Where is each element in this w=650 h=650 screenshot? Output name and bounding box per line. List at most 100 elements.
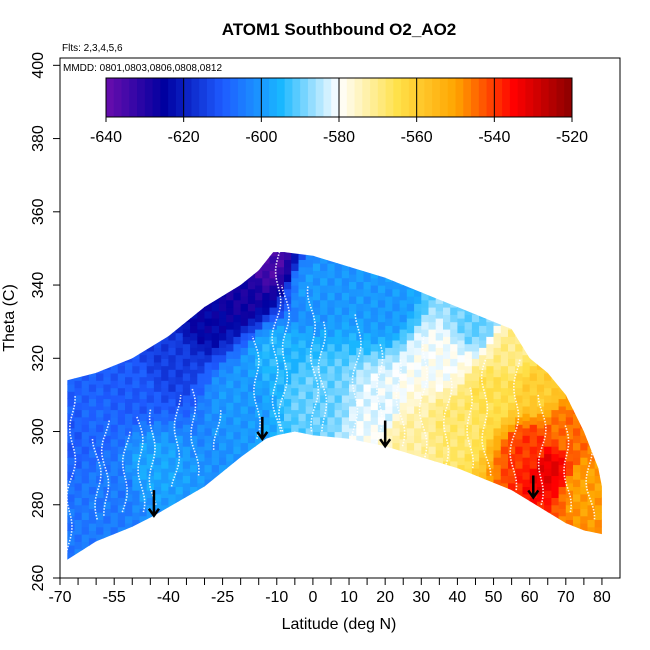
heatmap-cell bbox=[594, 475, 602, 484]
heatmap-cell bbox=[233, 307, 242, 315]
heatmap-cell bbox=[565, 497, 574, 506]
heatmap-cell bbox=[291, 252, 299, 257]
heatmap-cell bbox=[74, 541, 83, 550]
heatmap-cell bbox=[74, 548, 83, 557]
heatmap-cell bbox=[377, 314, 386, 323]
heatmap-cell bbox=[349, 435, 357, 444]
heatmap-cell bbox=[132, 482, 141, 491]
heatmap-cell bbox=[392, 274, 401, 282]
heatmap-cell bbox=[204, 486, 213, 495]
heatmap-cell bbox=[211, 288, 220, 297]
heatmap-cell bbox=[168, 427, 177, 436]
heatmap-cell bbox=[233, 292, 242, 301]
heatmap-cell bbox=[529, 351, 538, 359]
heatmap-cell bbox=[486, 336, 495, 345]
heatmap-cell bbox=[435, 310, 444, 319]
heatmap-cell bbox=[464, 446, 473, 455]
heatmap-cell bbox=[573, 427, 581, 436]
heatmap-cell bbox=[428, 394, 437, 403]
heatmap-cell bbox=[356, 383, 365, 392]
heatmap-cell bbox=[341, 292, 350, 301]
colorbar-segment bbox=[509, 78, 519, 117]
heatmap-cell bbox=[175, 361, 184, 370]
heatmap-cell bbox=[291, 299, 299, 308]
heatmap-cell bbox=[103, 486, 112, 495]
heatmap-cell bbox=[190, 347, 198, 356]
heatmap-cell bbox=[457, 369, 466, 378]
heatmap-cell bbox=[500, 482, 509, 491]
heatmap-cell bbox=[291, 416, 299, 425]
heatmap-cell bbox=[363, 340, 372, 348]
heatmap-cell bbox=[139, 442, 148, 451]
heatmap-cell bbox=[262, 424, 271, 433]
heatmap-cell bbox=[327, 329, 336, 337]
heatmap-cell bbox=[334, 365, 343, 374]
heatmap-cell bbox=[197, 424, 206, 433]
heatmap-cell bbox=[190, 405, 198, 414]
heatmap-cell bbox=[536, 479, 545, 487]
heatmap-cell bbox=[356, 361, 365, 370]
heatmap-cell bbox=[493, 398, 502, 407]
heatmap-cell bbox=[370, 277, 379, 286]
heatmap-cell bbox=[435, 427, 444, 436]
heatmap-cell bbox=[493, 471, 502, 480]
heatmap-cell bbox=[471, 307, 480, 315]
heatmap-cell bbox=[508, 329, 516, 337]
heatmap-cell bbox=[247, 361, 256, 370]
heatmap-cell bbox=[327, 292, 336, 301]
heatmap-cell bbox=[385, 340, 393, 348]
heatmap-cell bbox=[74, 475, 83, 484]
heatmap-cell bbox=[320, 277, 328, 286]
heatmap-cell bbox=[414, 332, 422, 341]
heatmap-cell bbox=[240, 435, 249, 444]
heatmap-cell bbox=[385, 303, 393, 312]
heatmap-cell bbox=[175, 340, 184, 348]
heatmap-cell bbox=[486, 402, 495, 411]
heatmap-cell bbox=[240, 391, 249, 400]
heatmap-cell bbox=[500, 409, 509, 418]
heatmap-cell bbox=[522, 405, 531, 414]
heatmap-cell bbox=[341, 314, 350, 323]
heatmap-cell bbox=[168, 383, 177, 392]
heatmap-cell bbox=[464, 321, 473, 330]
colorbar-tick-label: -580 bbox=[323, 129, 355, 146]
heatmap-cell bbox=[233, 416, 242, 425]
heatmap-cell bbox=[508, 490, 516, 498]
heatmap-cell bbox=[363, 391, 372, 400]
heatmap-cell bbox=[81, 482, 90, 491]
heatmap-cell bbox=[175, 383, 184, 392]
heatmap-cell bbox=[385, 332, 393, 341]
heatmap-cell bbox=[226, 285, 234, 293]
heatmap-cell bbox=[349, 398, 357, 407]
heatmap-cell bbox=[146, 365, 155, 374]
heatmap-cell bbox=[132, 409, 141, 418]
heatmap-cell bbox=[392, 354, 401, 363]
heatmap-cell bbox=[132, 468, 141, 476]
heatmap-cell bbox=[146, 519, 155, 528]
heatmap-cell bbox=[341, 270, 350, 279]
flight-track bbox=[350, 314, 362, 439]
heatmap-cell bbox=[479, 420, 487, 429]
heatmap-cell bbox=[139, 369, 148, 378]
heatmap-cell bbox=[182, 351, 191, 359]
heatmap-cell bbox=[190, 464, 198, 473]
heatmap-cell bbox=[291, 409, 299, 418]
heatmap-cell bbox=[117, 409, 126, 418]
heatmap-cell bbox=[594, 460, 602, 469]
heatmap-cell bbox=[341, 438, 350, 447]
heatmap-cell bbox=[276, 274, 285, 282]
flight-tracks bbox=[65, 251, 596, 557]
heatmap-cell bbox=[276, 413, 285, 422]
heatmap-cell bbox=[226, 343, 234, 352]
heatmap-cell bbox=[558, 413, 567, 422]
heatmap-cell bbox=[175, 471, 184, 480]
heatmap-cell bbox=[421, 343, 430, 352]
heatmap-cell bbox=[182, 372, 191, 381]
heatmap-cell bbox=[565, 475, 574, 484]
heatmap-cell bbox=[327, 431, 336, 440]
heatmap-cell bbox=[500, 351, 509, 359]
heatmap-cell bbox=[247, 281, 256, 290]
heatmap-cell bbox=[262, 329, 271, 337]
heatmap-cell bbox=[226, 424, 234, 433]
heatmap-cell bbox=[428, 321, 437, 330]
